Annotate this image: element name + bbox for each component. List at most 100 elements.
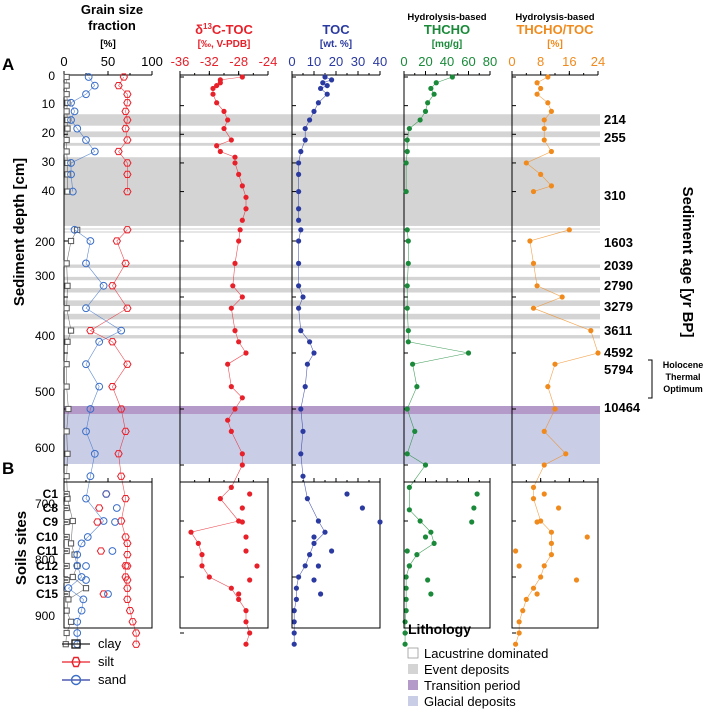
data-point bbox=[404, 406, 410, 412]
data-point bbox=[512, 641, 519, 647]
data-point bbox=[247, 630, 253, 636]
x-tick-label: 0 bbox=[400, 54, 407, 69]
data-point bbox=[534, 519, 540, 525]
data-point bbox=[318, 85, 324, 92]
data-point bbox=[99, 281, 108, 290]
data-point bbox=[412, 428, 418, 434]
data-point bbox=[228, 484, 234, 490]
data-point bbox=[82, 585, 90, 592]
data-point bbox=[93, 518, 102, 526]
data-point bbox=[206, 574, 212, 580]
data-point bbox=[329, 548, 335, 554]
data-point bbox=[296, 206, 302, 212]
data-point bbox=[82, 90, 90, 99]
data-point bbox=[64, 125, 71, 132]
data-point bbox=[82, 304, 90, 313]
y-tick-label: 600 bbox=[35, 441, 55, 455]
data-point bbox=[534, 591, 540, 597]
soils-frame bbox=[511, 481, 599, 629]
data-point bbox=[548, 183, 555, 189]
data-point bbox=[123, 304, 132, 312]
data-point bbox=[83, 533, 92, 541]
data-point bbox=[112, 237, 121, 245]
data-point bbox=[247, 491, 253, 497]
data-point bbox=[307, 339, 313, 345]
data-point bbox=[359, 505, 365, 511]
data-point bbox=[65, 405, 72, 413]
data-point bbox=[63, 108, 70, 115]
data-point bbox=[344, 491, 350, 497]
data-point bbox=[114, 450, 123, 458]
x-tick-label: 30 bbox=[351, 54, 365, 69]
data-point bbox=[243, 194, 249, 200]
data-point bbox=[232, 260, 238, 266]
data-point bbox=[534, 91, 540, 97]
break-lines bbox=[64, 228, 600, 233]
data-point bbox=[403, 585, 409, 591]
series-line-sand bbox=[70, 76, 96, 192]
data-point bbox=[311, 534, 317, 540]
data-point bbox=[108, 547, 117, 555]
data-point bbox=[311, 350, 317, 356]
site-label: C13 bbox=[36, 573, 58, 587]
data-point bbox=[300, 294, 306, 300]
data-point bbox=[112, 504, 121, 512]
x-tick-label: 40 bbox=[440, 54, 454, 69]
chart-subtitle: Hydrolysis-based bbox=[515, 12, 594, 23]
data-point bbox=[228, 305, 234, 311]
data-point bbox=[405, 328, 411, 334]
series-line-ratio bbox=[515, 229, 599, 645]
site-label: C1 bbox=[43, 487, 59, 501]
data-point bbox=[471, 505, 477, 511]
circle-icon bbox=[70, 674, 82, 686]
data-point bbox=[217, 148, 223, 155]
data-point bbox=[405, 260, 411, 266]
data-point bbox=[552, 361, 558, 367]
data-point bbox=[230, 283, 236, 289]
data-point bbox=[121, 562, 130, 570]
data-point bbox=[63, 260, 70, 267]
data-point bbox=[403, 188, 409, 195]
data-point bbox=[63, 82, 70, 89]
data-point bbox=[69, 573, 76, 581]
data-point bbox=[82, 360, 90, 369]
title-line: fraction bbox=[88, 18, 136, 33]
chart-grain: 0 50 100 Grain size fraction [%] bbox=[60, 2, 163, 649]
title-superscript: 13 bbox=[203, 22, 212, 31]
data-point bbox=[324, 91, 330, 97]
age-label: 10464 bbox=[604, 400, 641, 415]
data-point bbox=[123, 595, 132, 604]
data-point bbox=[102, 490, 111, 498]
data-point bbox=[559, 294, 565, 300]
data-point bbox=[404, 148, 410, 155]
data-point bbox=[111, 518, 119, 526]
event-band bbox=[64, 326, 600, 329]
soils-axis-title: Soils sites bbox=[13, 511, 30, 585]
x-tick-label: 80 bbox=[483, 54, 497, 69]
swatch-transition bbox=[408, 680, 418, 690]
data-point bbox=[428, 591, 434, 597]
data-point bbox=[73, 124, 82, 133]
data-point bbox=[128, 618, 137, 626]
data-point bbox=[232, 160, 238, 166]
series-line-sand bbox=[67, 229, 122, 645]
data-point bbox=[67, 237, 75, 245]
data-point bbox=[410, 361, 416, 367]
data-point bbox=[225, 361, 231, 367]
data-point bbox=[541, 563, 547, 569]
data-point bbox=[63, 361, 70, 368]
data-point bbox=[82, 136, 90, 144]
age-labels: 214 255 310 1603 2039 2790 3279 3611 459… bbox=[604, 112, 641, 415]
data-point bbox=[404, 137, 410, 143]
y-ticks-lower: 200 300 400 500 600 700 800 900 bbox=[35, 235, 55, 623]
legend-clay-label: clay bbox=[98, 636, 122, 651]
data-point bbox=[516, 619, 522, 625]
data-point bbox=[541, 137, 547, 143]
data-point bbox=[239, 505, 245, 511]
data-point bbox=[548, 108, 555, 114]
data-point bbox=[545, 384, 551, 390]
data-point bbox=[63, 607, 70, 614]
data-point bbox=[73, 629, 82, 637]
